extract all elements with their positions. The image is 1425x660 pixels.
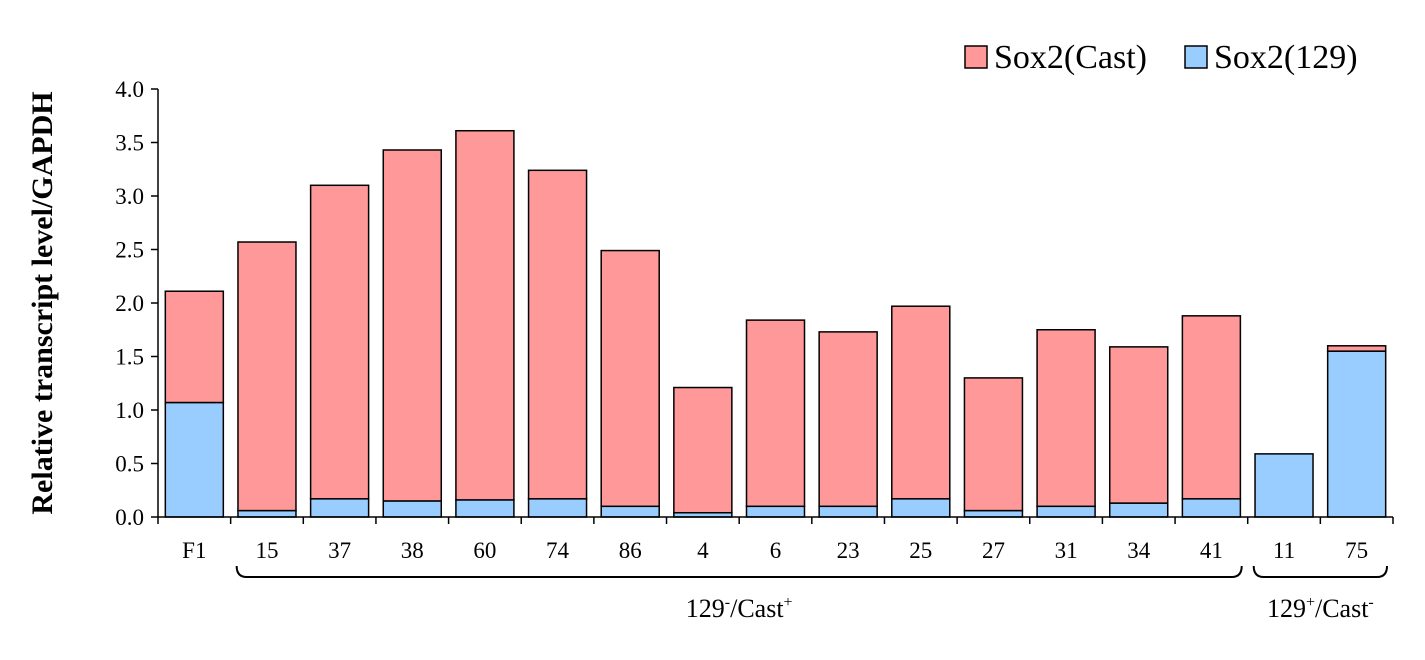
y-tick-label: 3.0 <box>115 184 144 209</box>
bar-sox2-129-60 <box>455 499 515 518</box>
y-tick-label: 3.5 <box>115 131 144 156</box>
bar-sox2-cast-23 <box>818 331 878 508</box>
y-tick-label: 1.0 <box>115 398 144 423</box>
bar-sox2-129-11 <box>1254 453 1314 518</box>
bar-sox2-129-74 <box>527 498 588 518</box>
x-tick-label: 6 <box>770 538 782 563</box>
bar-sox2-129-27 <box>963 509 1024 518</box>
y-tick-label: 4.0 <box>115 77 144 102</box>
bar-sox2-cast-60 <box>455 129 515 501</box>
legend-label-2: Sox2(129) <box>1214 39 1358 76</box>
bar-sox2-cast-25 <box>891 305 951 500</box>
x-tick-label: 86 <box>619 538 642 563</box>
x-tick-label: 41 <box>1200 538 1223 563</box>
y-ticks-layer: 0.0 0.5 1.0 1.5 2.0 2.5 3.0 3.5 4.0 <box>115 77 158 530</box>
bar-sox2-cast-86 <box>600 249 660 508</box>
group-brackets-layer: 129-/Cast+ 129+/Cast- <box>235 565 1388 623</box>
x-tick-label: 15 <box>255 538 278 563</box>
group-bracket-1 <box>235 565 1243 578</box>
x-labels-layer: F1 15 37 38 60 74 86 4 6 23 25 27 31 34 41 11 75 <box>157 517 1394 563</box>
x-tick-label: 38 <box>401 538 424 563</box>
legend-label-1: Sox2(Cast) <box>994 39 1147 76</box>
bars-layer <box>164 129 1387 518</box>
x-tick-label: F1 <box>182 538 206 563</box>
x-tick-label: 34 <box>1127 538 1151 563</box>
bar-sox2-129-F1 <box>164 401 225 518</box>
y-tick-label: 2.0 <box>115 291 144 316</box>
legend: Sox2(Cast) Sox2(129) <box>964 39 1358 76</box>
x-tick-label: 60 <box>473 538 496 563</box>
group-bracket-2 <box>1252 565 1388 578</box>
bar-sox2-129-31 <box>1036 505 1096 518</box>
bar-sox2-cast-74 <box>527 169 588 500</box>
x-tick-label: 31 <box>1055 538 1078 563</box>
group-label-2: 129+/Cast- <box>1267 594 1374 623</box>
legend-swatch-1 <box>964 45 988 69</box>
y-tick-label: 1.5 <box>115 345 144 370</box>
bar-sox2-cast-27 <box>963 377 1024 512</box>
bar-sox2-129-86 <box>600 505 660 518</box>
x-tick-label: 27 <box>982 538 1005 563</box>
bar-sox2-129-34 <box>1108 502 1169 518</box>
x-tick-label: 75 <box>1345 538 1368 563</box>
bar-sox2-129-41 <box>1181 498 1242 518</box>
bar-sox2-cast-15 <box>237 241 297 512</box>
bar-sox2-129-38 <box>382 500 443 518</box>
bar-sox2-cast-6 <box>745 319 806 508</box>
y-tick-label: 2.5 <box>115 238 144 263</box>
bar-sox2-129-6 <box>745 505 806 518</box>
bar-sox2-cast-38 <box>382 149 443 502</box>
bar-sox2-129-15 <box>237 509 297 518</box>
group-label-1: 129-/Cast+ <box>686 594 793 623</box>
x-tick-label: 23 <box>837 538 860 563</box>
bar-sox2-cast-37 <box>309 184 370 500</box>
bar-sox2-129-37 <box>309 498 370 518</box>
bar-sox2-cast-41 <box>1181 315 1242 500</box>
x-tick-label: 11 <box>1273 538 1295 563</box>
bar-sox2-cast-34 <box>1108 346 1169 504</box>
legend-swatch-2 <box>1184 45 1208 69</box>
bar-sox2-cast-31 <box>1036 329 1096 508</box>
x-tick-label: 4 <box>697 538 709 563</box>
y-tick-label: 0.5 <box>115 452 144 477</box>
bar-sox2-129-25 <box>891 498 951 518</box>
y-tick-label: 0.0 <box>115 505 144 530</box>
x-tick-label: 37 <box>328 538 351 563</box>
bar-sox2-129-23 <box>818 505 878 518</box>
y-axis-title: Relative transcript level/GAPDH <box>26 91 59 514</box>
bar-sox2-129-75 <box>1326 350 1387 518</box>
x-tick-label: 25 <box>909 538 932 563</box>
bar-sox2-cast-75 <box>1326 345 1387 352</box>
bar-sox2-cast-F1 <box>164 290 225 404</box>
x-tick-label: 74 <box>546 538 570 563</box>
bar-sox2-cast-4 <box>673 386 733 514</box>
